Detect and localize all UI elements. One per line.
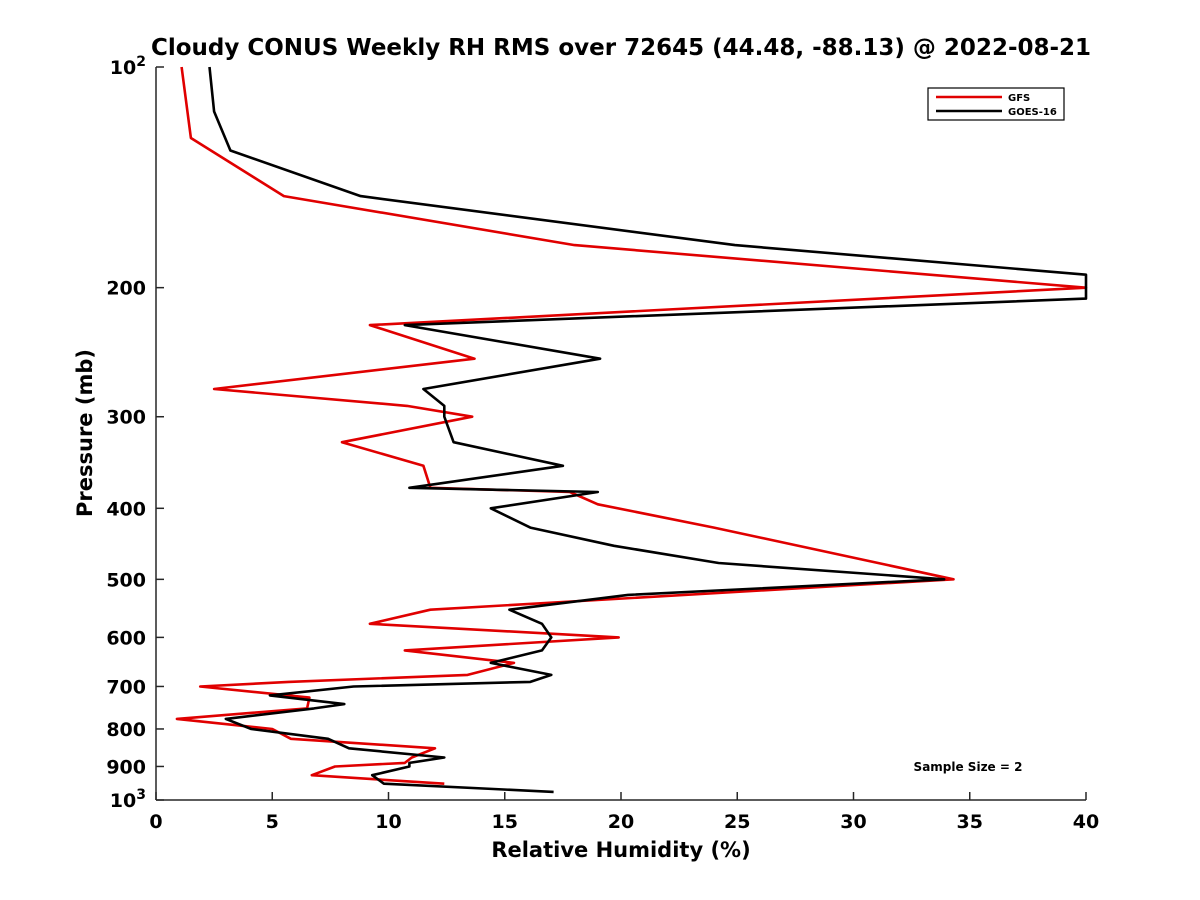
x-tick-label: 35 — [957, 811, 983, 833]
sample-size-annotation: Sample Size = 2 — [914, 760, 1023, 774]
legend: GFS GOES-16 — [927, 87, 1065, 121]
y-tick-label: 600 — [106, 627, 146, 649]
y-tick-label: 500 — [106, 569, 146, 591]
legend-box — [927, 87, 1065, 121]
y-tick-label: 900 — [106, 756, 146, 778]
y-tick-label: 102 — [110, 54, 146, 79]
legend-label-goes16: GOES-16 — [1008, 107, 1057, 118]
x-tick-label: 20 — [608, 811, 634, 833]
x-axis-label: Relative Humidity (%) — [491, 838, 750, 862]
x-tick-label: 0 — [149, 811, 162, 833]
y-axis-label: Pressure (mb) — [73, 349, 97, 517]
x-tick-label: 5 — [266, 811, 279, 833]
series-group — [175, 66, 1088, 794]
legend-label-gfs: GFS — [1008, 93, 1030, 104]
y-tick-label: 200 — [106, 278, 146, 300]
series-line-goes16 — [208, 66, 1088, 794]
y-tick-label: 700 — [106, 676, 146, 698]
y-tick-label: 103 — [110, 787, 146, 812]
x-ticks: 0 5 10 15 20 25 30 35 40 — [149, 792, 1099, 833]
plot-area: 0 5 10 15 20 25 30 35 40 102 200 300 400 500 600 700 80… — [106, 54, 1099, 833]
y-tick-label: 400 — [106, 498, 146, 520]
x-tick-label: 40 — [1073, 811, 1099, 833]
x-tick-label: 25 — [724, 811, 750, 833]
y-ticks: 102 200 300 400 500 600 700 800 900 103 — [106, 54, 164, 812]
series-line-gfs — [175, 66, 1088, 785]
y-tick-label: 300 — [106, 407, 146, 429]
y-tick-label: 800 — [106, 719, 146, 741]
chart-title: Cloudy CONUS Weekly RH RMS over 72645 (4… — [151, 35, 1091, 61]
x-tick-label: 15 — [492, 811, 518, 833]
x-tick-label: 10 — [375, 811, 401, 833]
x-tick-label: 30 — [840, 811, 866, 833]
